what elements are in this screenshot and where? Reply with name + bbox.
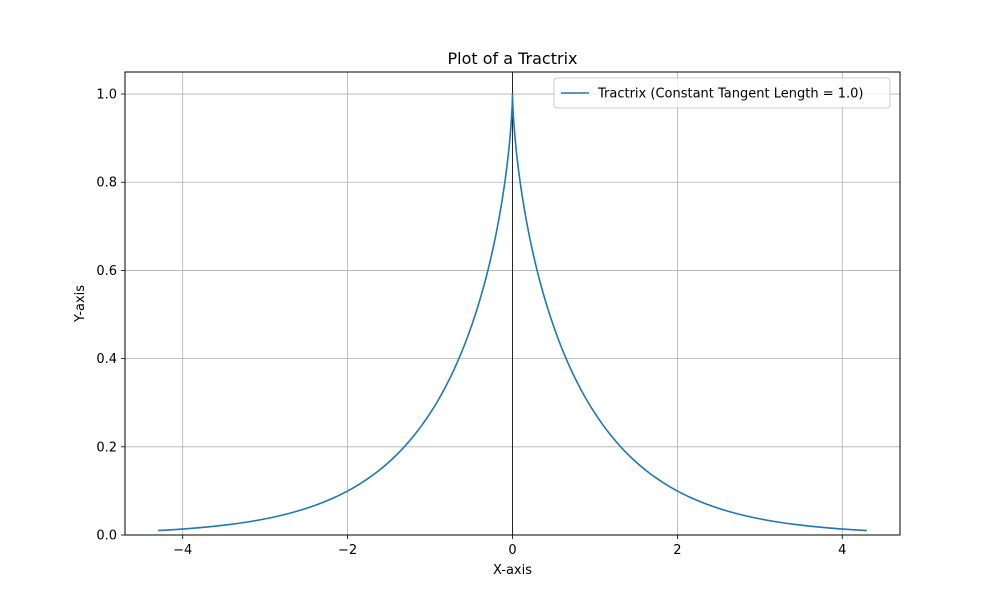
- x-tick-label: 4: [838, 543, 846, 558]
- x-tick-label: −2: [338, 543, 357, 558]
- y-tick-label: 1.0: [96, 88, 117, 103]
- y-tick-label: 0.8: [96, 176, 117, 191]
- y-axis-label: Y-axis: [73, 285, 88, 323]
- x-axis-label: X-axis: [493, 563, 532, 578]
- plot-area-frame: [124, 71, 901, 536]
- legend: Tractrix (Constant Tangent Length = 1.0): [553, 77, 891, 109]
- y-tick-label: 0.2: [96, 440, 117, 455]
- chart-title: Plot of a Tractrix: [447, 49, 577, 68]
- x-tick-label: 0: [508, 543, 516, 558]
- y-tick-label: 0.6: [96, 264, 117, 279]
- x-tick-label: 2: [673, 543, 681, 558]
- legend-box: [553, 77, 891, 109]
- y-tick-label: 0.0: [96, 529, 117, 544]
- x-tick-label: −4: [173, 543, 192, 558]
- series-line-tractrix: [158, 93, 867, 532]
- y-tick-label: 0.4: [96, 352, 117, 367]
- y-ticks: 0.0 0.2 0.4 0.6 0.8 1.0: [96, 88, 125, 544]
- legend-entry-label: Tractrix (Constant Tangent Length = 1.0): [597, 87, 863, 102]
- x-ticks: −4 −2 0 2 4: [173, 535, 846, 558]
